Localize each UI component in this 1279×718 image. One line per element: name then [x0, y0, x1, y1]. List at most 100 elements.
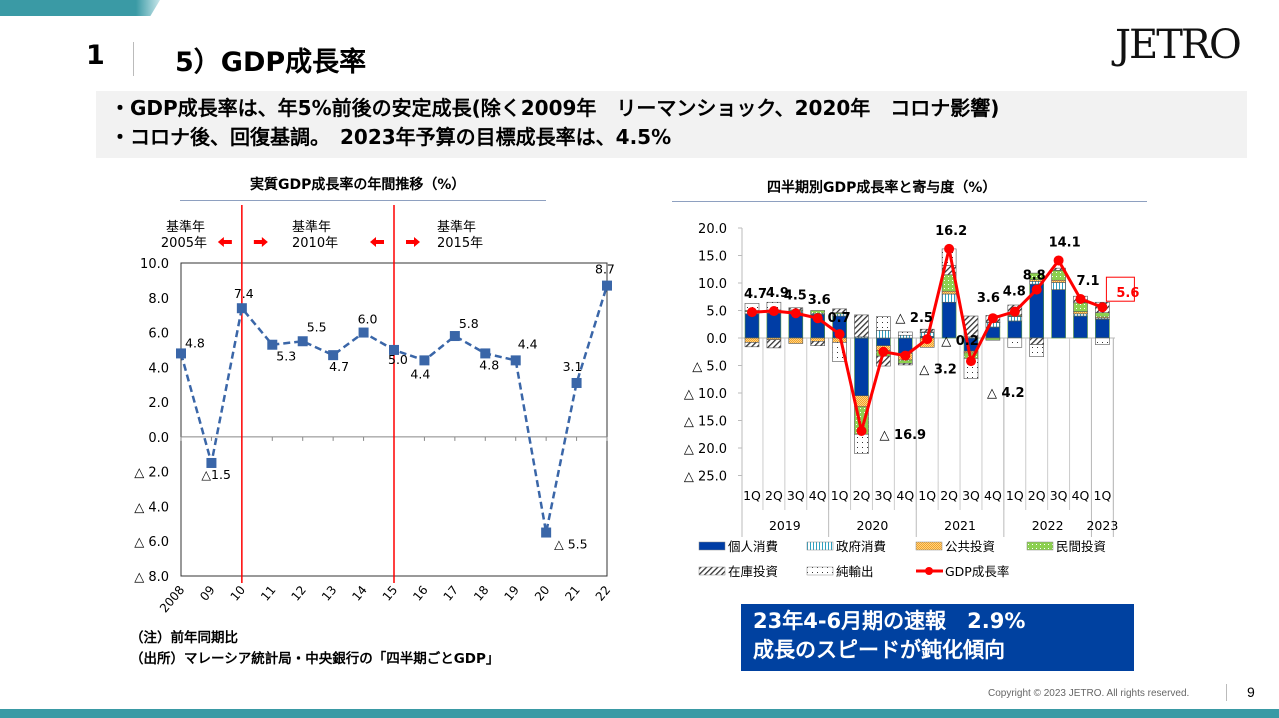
base-year-label: 2010年	[292, 236, 338, 251]
bar-segment	[744, 313, 760, 339]
gdp-data-label: 3.6	[808, 293, 831, 308]
y-tick-label: △ 20.0	[684, 442, 727, 457]
x-tick-label: 4Q	[1072, 488, 1090, 503]
legend-label: GDP成長率	[945, 564, 1009, 579]
bar-segment	[744, 337, 760, 343]
data-label: 4.8	[185, 335, 205, 350]
x-tick-label: 4Q	[896, 488, 914, 503]
gdp-data-label: △ 16.9	[880, 428, 927, 443]
gdp-data-label: △ 3.2	[919, 363, 957, 378]
x-tick-label: 17	[441, 583, 462, 604]
gdp-data-label: 3.6	[977, 291, 1000, 306]
gdp-point	[812, 313, 823, 324]
arrow-left-icon	[217, 237, 232, 247]
x-tick-label: 4Q	[984, 488, 1002, 503]
title-underline	[180, 200, 546, 201]
gdp-data-label: 0.7	[828, 311, 851, 326]
gdp-point	[900, 350, 911, 361]
legend-swatch	[806, 566, 834, 576]
bar-segment	[876, 337, 891, 346]
data-point	[236, 303, 247, 314]
x-tick-label: 1Q	[1006, 488, 1024, 503]
summary-line: ・コロナ後、回復基調。 2023年予算の目標成長率は、4.5%	[110, 125, 672, 149]
divider	[133, 42, 134, 76]
legend-swatch	[698, 566, 726, 576]
legend-label: 純輸出	[836, 564, 874, 579]
bar-segment	[1073, 315, 1088, 339]
bar-segment	[897, 331, 913, 336]
x-tick-label: 11	[258, 583, 279, 604]
bar-segment	[1051, 282, 1066, 290]
bar-segment	[897, 362, 913, 366]
data-point	[267, 339, 278, 350]
data-point	[358, 327, 369, 338]
base-year-label: 基準年	[292, 219, 331, 235]
bar-segment	[810, 310, 826, 314]
chart-notes: （注）前年同期比 （出所）マレーシア統計局・中央銀行の「四半期ごとGDP」	[130, 628, 499, 670]
x-tick-label: 2Q	[765, 488, 783, 503]
gdp-point	[1031, 284, 1042, 295]
data-point	[328, 350, 339, 361]
x-tick-label: 2008	[157, 583, 187, 615]
data-label: 4.4	[518, 336, 538, 351]
x-tick-label: 1Q	[918, 488, 936, 503]
top-accent-bar	[0, 0, 160, 16]
x-tick-label: 1Q	[1094, 488, 1112, 503]
x-tick-label: 3Q	[875, 488, 893, 503]
bar-segment	[854, 337, 869, 397]
bar-segment	[1007, 337, 1023, 348]
data-point	[541, 527, 552, 538]
bar-segment	[1029, 272, 1044, 281]
page-title: 5）GDP成長率	[175, 47, 367, 78]
gdp-point	[987, 313, 998, 324]
gdp-point	[768, 306, 779, 317]
summary-line: ・GDP成長率は、年5%前後の安定成長(除く2009年 リーマンショック、202…	[110, 96, 1000, 120]
base-year-label: 2005年	[161, 236, 207, 251]
bar-segment	[832, 308, 847, 314]
base-year-label: 基準年	[166, 219, 205, 235]
bar-segment	[1029, 344, 1044, 358]
year-label: 2023	[1086, 518, 1118, 533]
gdp-point	[1009, 306, 1020, 317]
right-chart-title: 四半期別GDP成長率と寄与度（%）	[767, 180, 997, 196]
note-text: （注）前年同期比	[130, 630, 238, 646]
bar-segment	[766, 312, 782, 339]
y-tick-label: △ 5.0	[692, 360, 727, 375]
gdp-point	[922, 334, 933, 345]
bar-segment	[810, 337, 826, 342]
year-label: 2022	[1032, 518, 1064, 533]
y-tick-label: 10.0	[698, 277, 727, 292]
bar-segment	[876, 329, 891, 339]
data-point	[571, 377, 582, 388]
legend-label: 政府消費	[836, 539, 886, 554]
y-tick-label: 6.0	[148, 327, 169, 342]
arrow-right-icon	[406, 237, 420, 247]
legend-swatch	[698, 541, 726, 551]
x-tick-label: 2Q	[853, 488, 871, 503]
gdp-point	[1075, 293, 1086, 304]
bar-segment	[1007, 316, 1023, 322]
bar-segment	[985, 337, 1001, 341]
x-tick-label: 21	[562, 583, 583, 604]
gdp-data-label: 7.1	[1077, 274, 1100, 289]
data-point	[449, 331, 460, 342]
data-label: 5.3	[276, 349, 296, 364]
gdp-point	[1097, 302, 1108, 313]
x-tick-label: 10	[228, 583, 249, 604]
data-label: 6.0	[358, 312, 378, 327]
x-tick-label: 12	[288, 583, 309, 604]
gdp-data-label: 14.1	[1049, 235, 1081, 250]
data-point	[176, 348, 186, 359]
data-point	[419, 355, 430, 366]
legend-swatch	[806, 541, 834, 551]
bar-segment	[1095, 318, 1110, 339]
bar-segment	[1073, 311, 1088, 315]
x-tick-label: 19	[501, 583, 522, 604]
data-label: 8.7	[595, 262, 615, 277]
gdp-point	[747, 307, 757, 318]
gdp-data-label: 8.8	[1023, 269, 1046, 284]
data-label: 3.1	[563, 359, 583, 374]
x-tick-label: 18	[471, 583, 492, 604]
x-tick-label: 4Q	[809, 488, 827, 503]
